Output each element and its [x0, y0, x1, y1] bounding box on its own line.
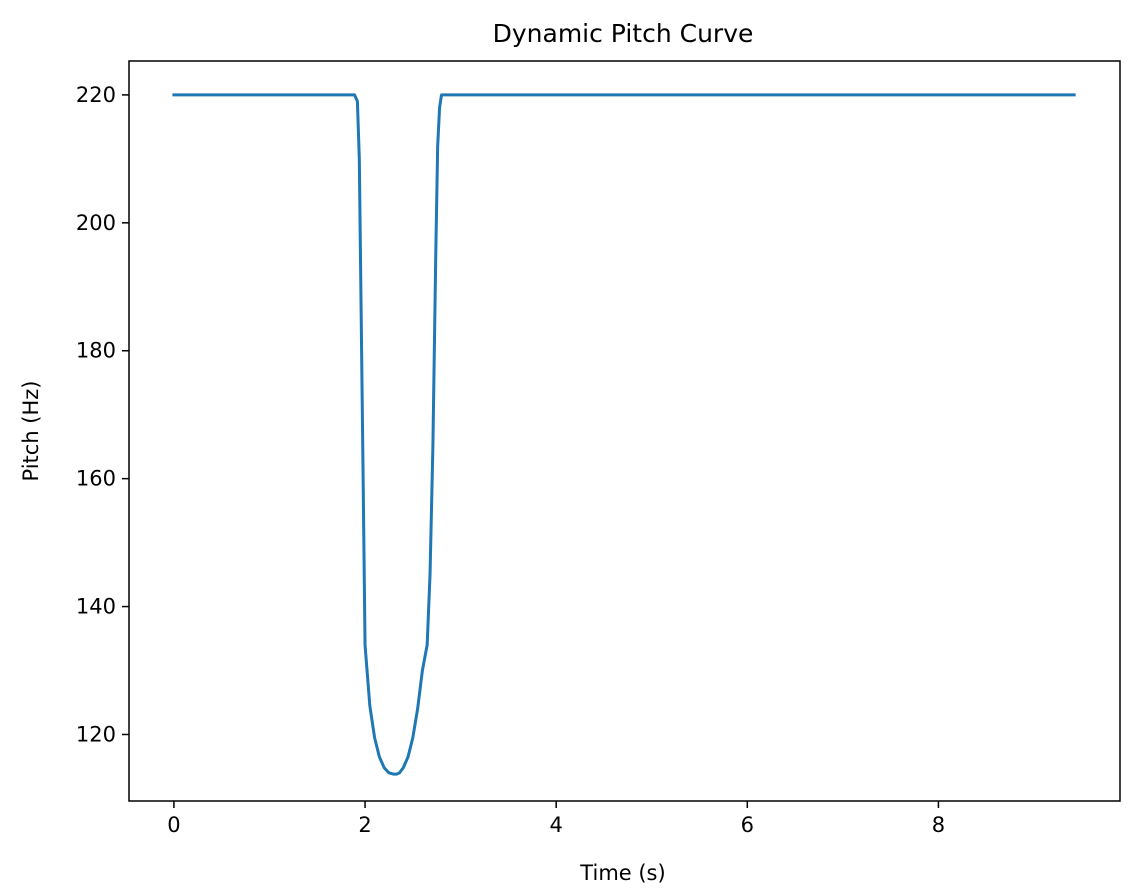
y-tick-label: 140 [76, 595, 116, 619]
x-tick-label: 0 [167, 813, 180, 837]
x-axis-ticks: 0 2 4 6 8 [167, 801, 945, 837]
y-tick-label: 200 [76, 211, 116, 235]
plot-area [172, 93, 1076, 776]
x-tick-label: 8 [932, 813, 945, 837]
chart-title: Dynamic Pitch Curve [493, 19, 754, 48]
series-line-0 [172, 93, 1076, 776]
y-tick-label: 120 [76, 722, 116, 746]
y-axis-ticks: 120 140 160 180 200 220 [76, 83, 129, 746]
x-tick-label: 4 [549, 813, 562, 837]
x-tick-label: 6 [741, 813, 754, 837]
y-tick-label: 220 [76, 83, 116, 107]
x-axis-label: Time (s) [579, 861, 665, 885]
axes-frame [128, 60, 1121, 802]
y-axis-label: Pitch (Hz) [19, 380, 43, 481]
y-tick-label: 180 [76, 339, 116, 363]
x-tick-label: 2 [358, 813, 371, 837]
y-tick-label: 160 [76, 467, 116, 491]
